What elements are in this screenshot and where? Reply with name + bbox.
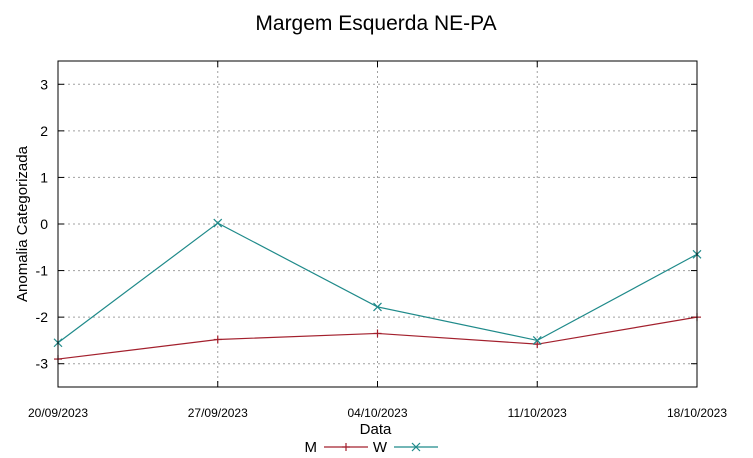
x-tick-label: 11/10/2023 [508,406,567,420]
grid-lines [57,61,698,387]
data-point-M [533,340,542,349]
legend-label-M: M [305,439,318,456]
series-lines [53,218,702,364]
plot-frame [57,60,698,388]
legend-label-W: W [373,439,388,456]
data-point-M [373,329,382,338]
legend-marker-W [411,442,421,452]
x-tick-label: 27/09/2023 [188,406,248,420]
y-tick-label: 0 [40,216,48,232]
y-tick-label: -2 [36,309,49,325]
x-tick-label: 20/09/2023 [28,406,88,420]
y-tick-label: -1 [36,263,49,279]
data-point-W [213,218,223,228]
chart-title: Margem Esquerda NE-PA [255,12,496,35]
y-axis-ticks: 3 2 1 0 -1 -2 -3 [36,76,697,372]
x-axis-label: Data [360,421,392,438]
y-tick-label: -3 [36,356,49,372]
legend-marker-M [342,443,350,451]
y-tick-label: 2 [40,123,48,139]
y-axis-label: Anomalia Categorizada [14,145,31,302]
y-tick-label: 1 [40,169,48,185]
y-tick-label: 3 [40,76,48,92]
x-tick-label: 18/10/2023 [667,406,727,420]
x-axis-ticks: 20/09/2023 27/09/2023 04/10/2023 11/10/2023… [28,61,727,420]
x-tick-label: 04/10/2023 [347,406,407,420]
data-point-W [532,336,542,345]
data-point-W [373,302,382,312]
data-point-M [213,335,222,344]
